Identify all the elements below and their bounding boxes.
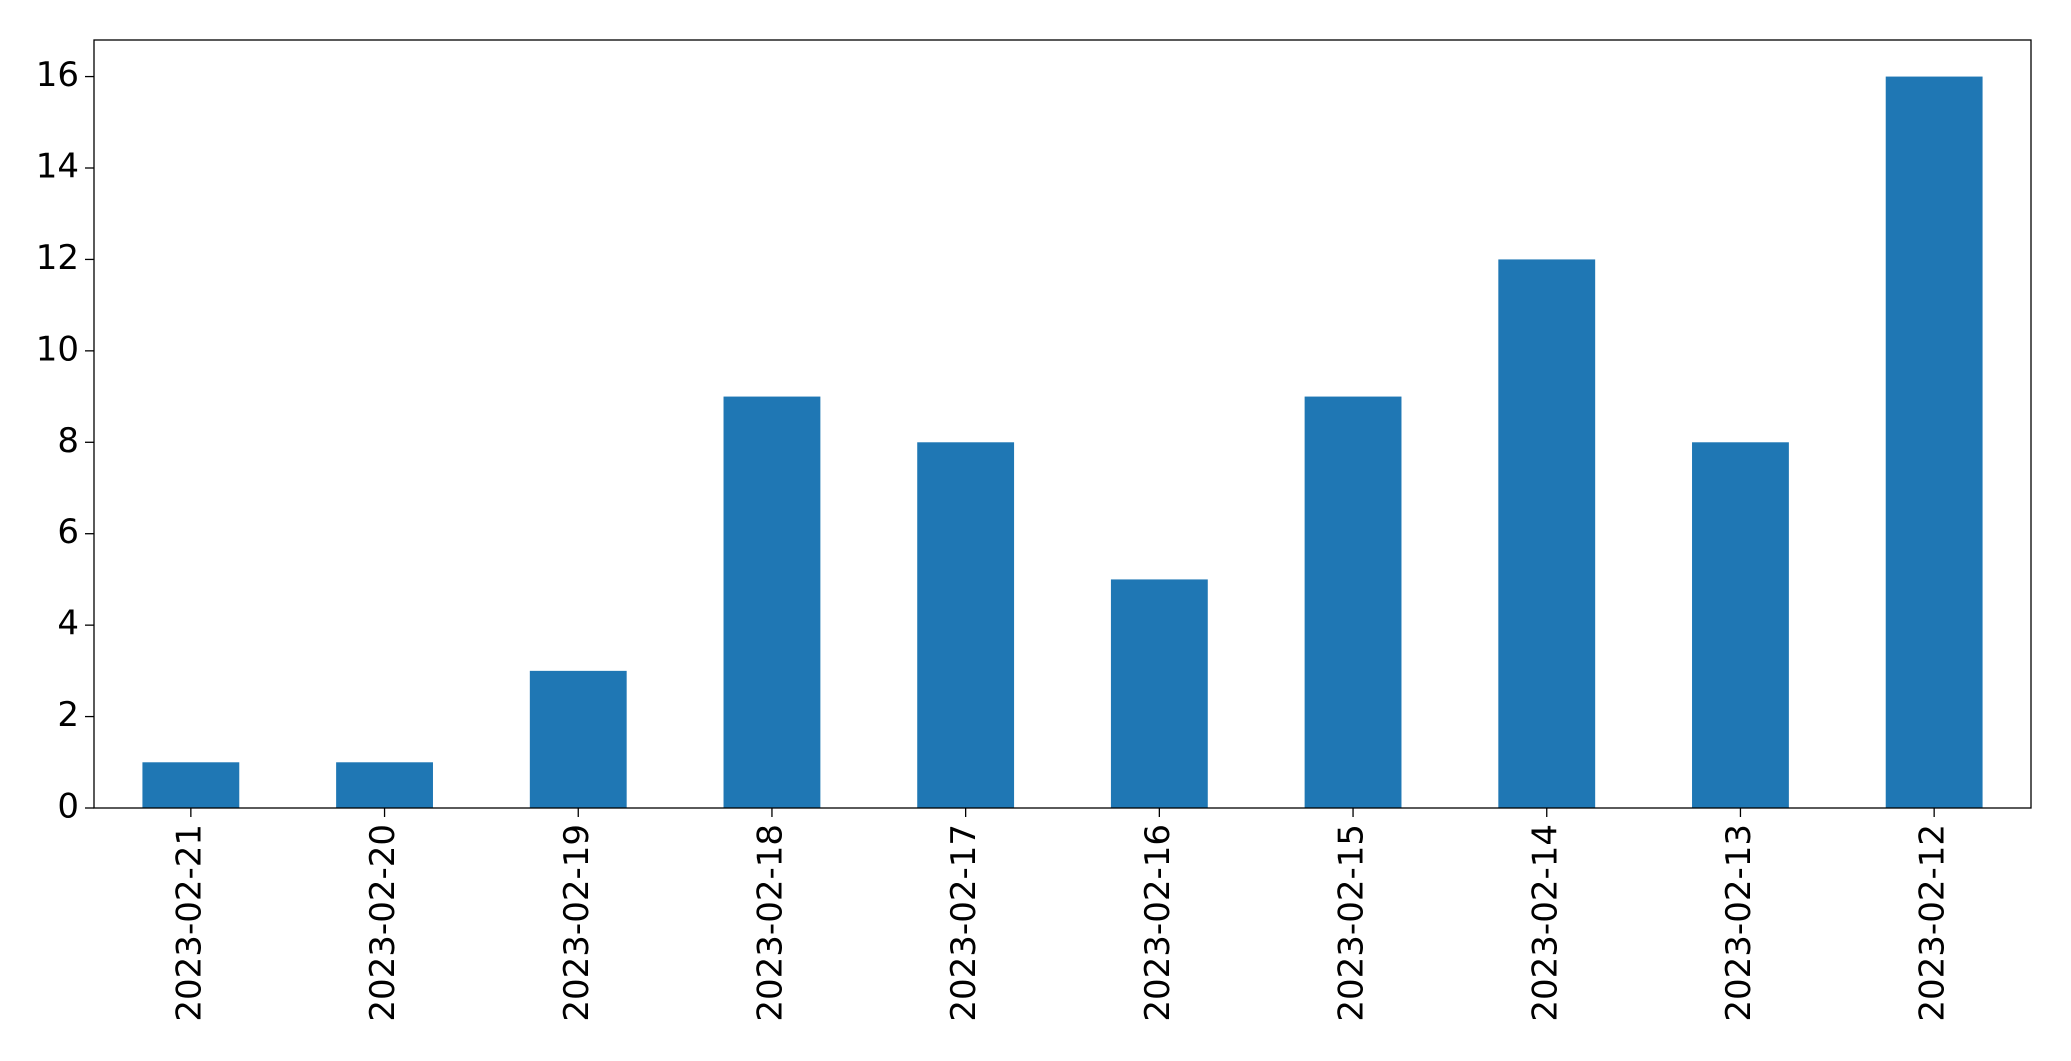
plot-frame <box>93 39 2032 809</box>
x-tick-label: 2023-02-18 <box>750 824 790 1022</box>
bar <box>529 670 627 808</box>
x-tick-label: 2023-02-12 <box>1913 824 1953 1022</box>
bar <box>1885 76 1983 809</box>
y-tick-label: 8 <box>57 421 79 461</box>
x-tick-label: 2023-02-17 <box>944 824 984 1022</box>
y-tick-label: 0 <box>57 787 79 827</box>
y-tick-label: 2 <box>57 695 79 735</box>
y-tick-label: 6 <box>57 512 79 552</box>
x-tick-label: 2023-02-16 <box>1138 824 1178 1022</box>
y-tick-label: 4 <box>57 604 79 644</box>
y-tick-label: 12 <box>36 238 79 278</box>
y-tick-label: 16 <box>36 55 79 95</box>
bar <box>1110 579 1208 808</box>
bar <box>1498 259 1596 808</box>
bar <box>336 762 433 808</box>
bar <box>1692 442 1789 808</box>
x-tick-label: 2023-02-21 <box>169 824 209 1022</box>
y-tick-label: 14 <box>36 147 79 187</box>
x-tick-label: 2023-02-19 <box>557 824 597 1022</box>
bar <box>142 762 240 808</box>
x-tick-label: 2023-02-14 <box>1525 824 1565 1022</box>
y-tick-label: 10 <box>36 329 79 369</box>
bar <box>723 396 821 808</box>
x-tick-label: 2023-02-20 <box>363 824 403 1022</box>
x-tick-label: 2023-02-15 <box>1332 824 1372 1022</box>
bar <box>1304 396 1402 808</box>
bar <box>917 442 1015 808</box>
x-tick-label: 2023-02-13 <box>1719 824 1759 1022</box>
